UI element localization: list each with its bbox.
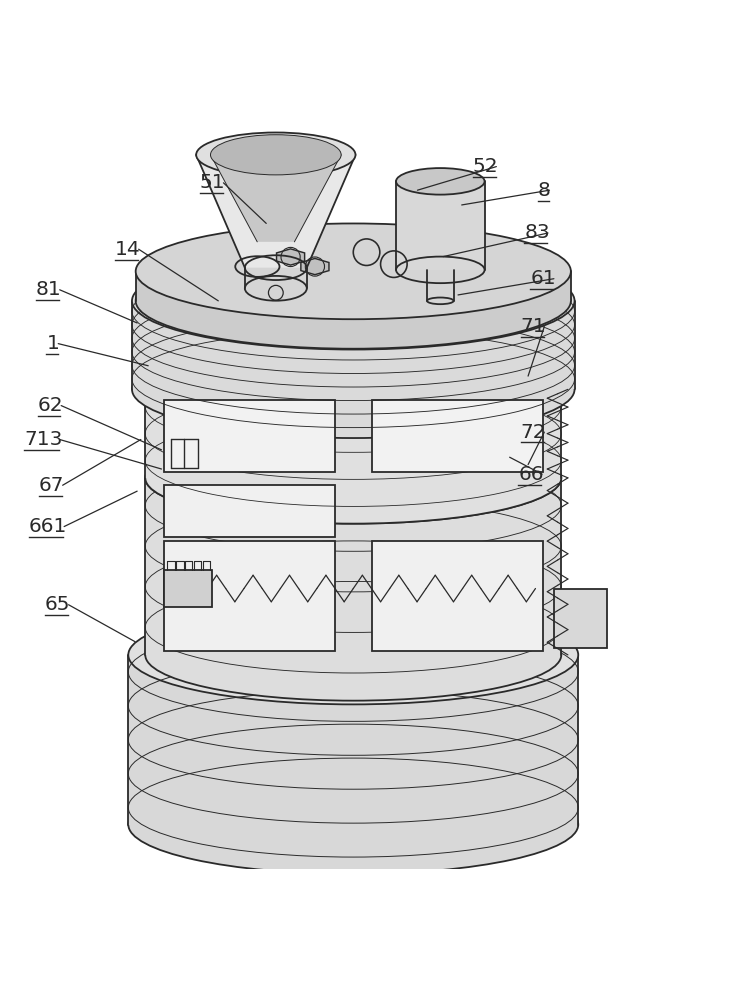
Ellipse shape xyxy=(146,344,562,435)
Ellipse shape xyxy=(396,168,485,195)
Ellipse shape xyxy=(136,253,571,349)
Text: 1: 1 xyxy=(47,334,59,353)
Text: 72: 72 xyxy=(521,423,546,442)
Text: 66: 66 xyxy=(519,465,544,484)
Text: 61: 61 xyxy=(531,269,556,288)
Text: 65: 65 xyxy=(45,595,70,614)
Polygon shape xyxy=(129,655,578,825)
Ellipse shape xyxy=(196,132,355,177)
Polygon shape xyxy=(146,389,562,478)
Polygon shape xyxy=(554,589,607,648)
Ellipse shape xyxy=(211,135,341,175)
Polygon shape xyxy=(164,485,335,537)
Ellipse shape xyxy=(129,775,578,874)
Text: 14: 14 xyxy=(115,240,140,259)
Text: 67: 67 xyxy=(39,476,64,495)
Text: 661: 661 xyxy=(29,517,67,536)
Polygon shape xyxy=(301,258,329,275)
Text: 71: 71 xyxy=(521,317,546,336)
Polygon shape xyxy=(164,541,335,651)
Polygon shape xyxy=(276,249,304,265)
Polygon shape xyxy=(196,155,355,268)
Polygon shape xyxy=(146,478,562,655)
Ellipse shape xyxy=(129,605,578,704)
Ellipse shape xyxy=(146,432,562,524)
Ellipse shape xyxy=(132,252,574,350)
Polygon shape xyxy=(372,541,543,651)
Text: 51: 51 xyxy=(200,173,225,192)
Text: 83: 83 xyxy=(525,223,550,242)
Ellipse shape xyxy=(132,341,574,438)
Ellipse shape xyxy=(136,223,571,319)
Polygon shape xyxy=(396,181,485,270)
Text: 8: 8 xyxy=(538,181,551,200)
Polygon shape xyxy=(372,400,543,472)
Polygon shape xyxy=(164,570,211,607)
Ellipse shape xyxy=(146,609,562,701)
Ellipse shape xyxy=(146,432,562,524)
Polygon shape xyxy=(132,301,574,389)
Text: 62: 62 xyxy=(38,396,64,415)
Text: 713: 713 xyxy=(24,430,63,449)
Polygon shape xyxy=(164,400,335,472)
Polygon shape xyxy=(211,155,341,242)
Text: 52: 52 xyxy=(473,157,498,176)
Polygon shape xyxy=(136,271,571,301)
Text: 81: 81 xyxy=(36,280,62,299)
